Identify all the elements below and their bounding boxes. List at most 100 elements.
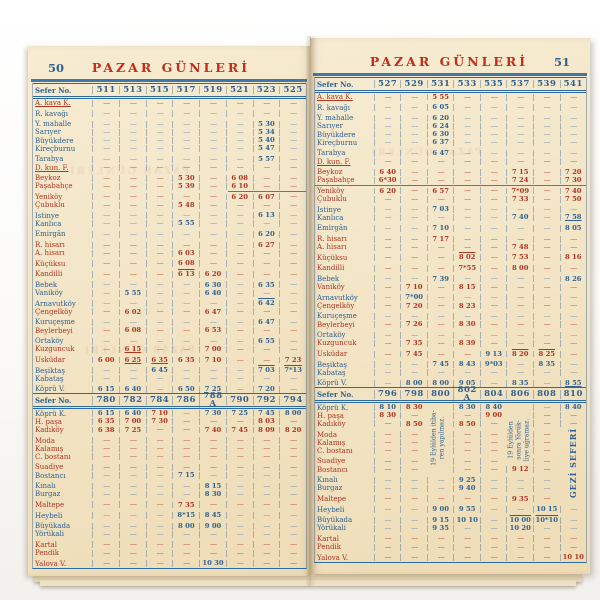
no-service-dash: —: [384, 430, 392, 438]
time-cell: —: [400, 369, 427, 377]
time-cell: 8 30: [199, 491, 226, 498]
no-service-dash: —: [183, 548, 190, 557]
time-cell: —: [225, 444, 253, 453]
time-cell: —: [92, 249, 119, 257]
time-cell: 7 40: [559, 187, 587, 195]
time-cell: —: [92, 472, 119, 480]
time-cell: —: [225, 155, 253, 163]
time-cell: —: [225, 99, 253, 107]
no-service-dash: —: [103, 559, 110, 568]
time-cell: —: [252, 490, 280, 498]
no-service-dash: —: [411, 515, 418, 524]
time-cell: —: [252, 345, 280, 353]
station-row: Kireçburnu — —6 37— — — — —: [315, 139, 586, 147]
time-cell: —: [145, 385, 173, 393]
no-service-dash: —: [437, 282, 445, 291]
time-cell: —: [145, 249, 173, 257]
time-cell: 6 15: [119, 346, 146, 353]
no-service-dash: —: [156, 444, 164, 453]
time-cell: —: [506, 122, 533, 130]
no-service-dash: —: [384, 293, 392, 302]
station-row: Köprü V. 6 15 6 40—6 50 7 25—7 20—: [33, 385, 306, 393]
time-cell: —: [92, 270, 119, 278]
time-cell: —: [559, 350, 587, 358]
no-service-dash: —: [437, 213, 445, 222]
no-service-dash: —: [103, 366, 110, 375]
sefer-no-value: 798: [400, 390, 427, 399]
no-service-dash: —: [411, 311, 418, 320]
no-service-dash: —: [384, 282, 392, 291]
time-cell: —: [533, 379, 560, 387]
time-cell: —: [145, 490, 173, 498]
no-service-dash: —: [290, 229, 297, 238]
time-cell: —: [426, 535, 454, 543]
time-cell: —: [426, 484, 454, 492]
no-service-dash: —: [236, 444, 244, 453]
no-service-dash: —: [129, 481, 137, 490]
station-row: Emirgân — —7 10— — — —8 05: [315, 224, 586, 232]
station-label: H. paşa: [35, 417, 62, 426]
no-service-dash: —: [156, 317, 164, 326]
time-cell: 6 40: [373, 168, 401, 176]
time-cell: —: [92, 327, 119, 335]
no-service-dash: —: [183, 280, 190, 289]
no-service-dash: —: [129, 119, 137, 128]
no-service-dash: —: [384, 274, 392, 283]
station-row: Köprü K. 6 15 6 40 7 10—7 30 7 25 7 45 8 00: [33, 409, 306, 418]
time-cell: —: [199, 128, 226, 136]
time-cell: —: [479, 93, 507, 101]
time-cell: —: [279, 522, 306, 530]
no-service-dash: —: [290, 471, 297, 480]
no-service-dash: —: [437, 301, 445, 310]
time-cell: —: [225, 345, 253, 353]
sefer-no-value: 519: [199, 86, 226, 95]
time-cell: 7 03: [426, 206, 454, 214]
time-cell: —: [400, 195, 427, 203]
station-row: Arnavutköy — — — — — —6 42—: [33, 300, 306, 308]
station-label: Paşabahçe: [35, 182, 73, 191]
station-row: Pendik — — — — — — — —: [33, 549, 306, 557]
no-service-dash: —: [129, 192, 137, 201]
time-cell: —: [400, 176, 427, 184]
no-service-dash: —: [570, 263, 577, 272]
station-row: Köprü K. 8 10 8 30 8 30 8 40—8 40: [315, 403, 586, 412]
time-cell: —: [119, 281, 146, 289]
station-label: R. kavağı: [317, 103, 350, 112]
station-label: Kuzguncuk: [317, 339, 357, 348]
time-cell: 5 55: [172, 220, 199, 228]
no-service-dash: —: [384, 438, 392, 447]
station-label: Kalamış: [35, 444, 64, 453]
sefer-no-value: 537: [506, 80, 533, 89]
no-service-dash: —: [411, 205, 418, 214]
no-service-dash: —: [490, 553, 498, 562]
time-cell: 6 53: [199, 327, 226, 335]
time-cell: —: [559, 506, 587, 514]
time-cell: —: [533, 369, 560, 377]
time-cell: —: [559, 535, 587, 543]
time-cell: —: [373, 254, 401, 262]
time-cell: —: [453, 543, 480, 551]
no-service-dash: —: [384, 194, 392, 203]
no-service-dash: —: [129, 144, 137, 153]
station-row: Ortaköy — — — — — — — —: [315, 331, 586, 339]
time-cell: —: [145, 327, 173, 335]
time-cell: —: [506, 361, 533, 369]
time-cell: 6 00: [92, 356, 119, 364]
time-cell: —: [119, 260, 146, 268]
station-label: Kartal: [35, 540, 57, 549]
no-service-dash: —: [290, 98, 297, 107]
time-cell: —: [400, 431, 427, 438]
time-cell: —: [373, 476, 401, 484]
no-service-dash: —: [490, 194, 498, 203]
time-cell: 7 39: [426, 275, 454, 283]
time-cell: —: [479, 312, 507, 320]
no-service-dash: —: [517, 274, 524, 283]
no-service-dash: —: [103, 521, 110, 530]
station-label: Bostancı: [35, 471, 66, 480]
time-cell: 9 00: [479, 412, 507, 420]
no-service-dash: —: [263, 540, 270, 549]
time-cell: —: [559, 93, 587, 101]
time-cell: —: [252, 99, 280, 107]
time-cell: 7 20: [559, 168, 587, 176]
no-service-dash: —: [210, 374, 217, 383]
